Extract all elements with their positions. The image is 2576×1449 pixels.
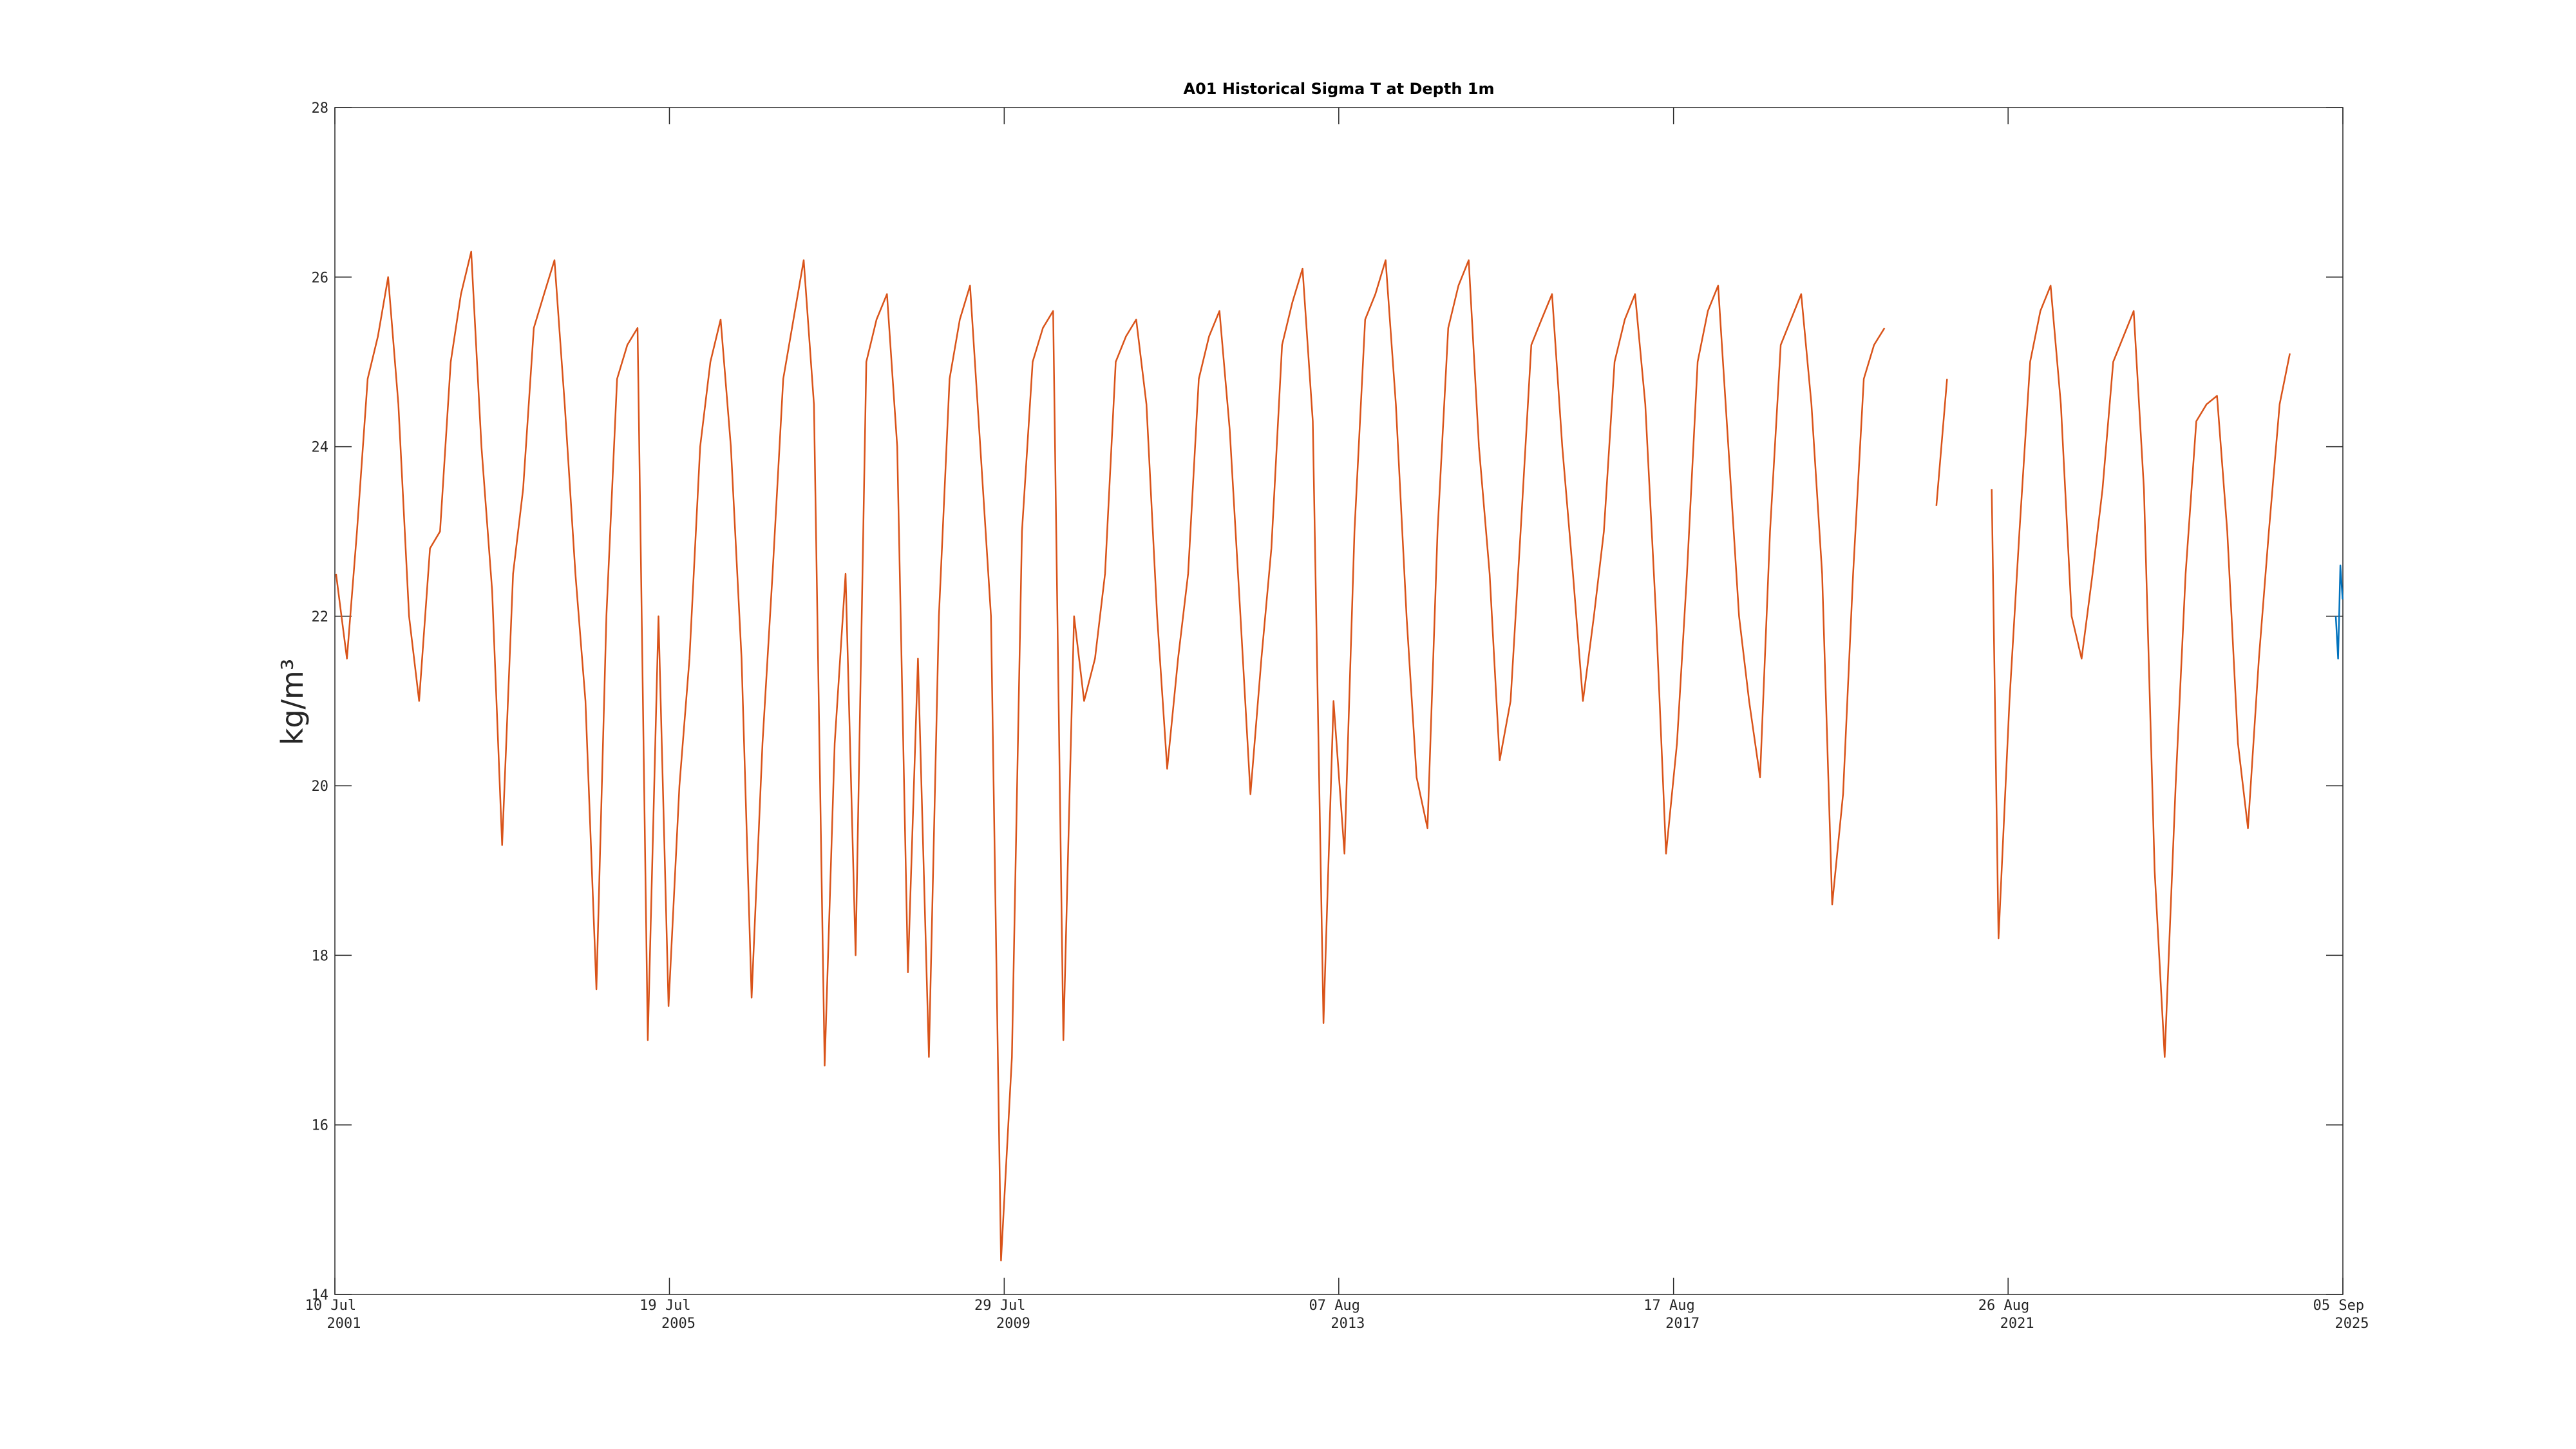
y-tick-label: 18 [312,948,329,964]
y-tick-label: 22 [312,609,329,625]
x-tick-label-line: 2013 [1331,1316,1365,1332]
x-tick-label: 17 Aug 2017 [1643,1298,1703,1332]
x-tick-label-line: 2025 [2335,1316,2369,1332]
y-axis-label: kg/m³ [275,659,310,746]
x-tick-label: 26 Aug 2021 [1978,1298,2038,1332]
x-tick-label-line: 2009 [996,1316,1030,1332]
y-tick-label: 26 [312,270,329,286]
x-tick-label: 07 Aug 2013 [1309,1298,1368,1332]
x-tick-label: 19 Jul 2005 [639,1298,699,1332]
x-tick-label: 29 Jul 2009 [974,1298,1034,1332]
x-tick-label: 10 Jul 2001 [305,1298,365,1332]
x-tick-label-line: 2017 [1665,1316,1700,1332]
x-tick-label-line: 19 Jul [639,1298,699,1314]
y-tick-label: 28 [312,100,329,117]
x-tick-label-line: 2021 [2000,1316,2034,1332]
y-tick-label: 16 [312,1118,329,1134]
x-tick-label-line: 2005 [661,1316,696,1332]
data-line [335,251,2291,1262]
x-tick-label: 05 Sep 2025 [2313,1298,2373,1332]
y-tick-label: 24 [312,440,329,456]
x-tick-label-line: 07 Aug [1309,1298,1368,1314]
x-tick-label-line: 17 Aug [1643,1298,1703,1314]
x-tick-label-line: 26 Aug [1978,1298,2038,1314]
x-tick-label-line: 05 Sep [2313,1298,2373,1314]
x-tick-label-line: 10 Jul [305,1298,365,1314]
chart-title: A01 Historical Sigma T at Depth 1m [1184,80,1495,98]
x-tick-label-line: 2001 [327,1316,361,1332]
y-tick-label: 14 [312,1287,329,1303]
data-line [2334,564,2344,659]
y-tick-label: 20 [312,779,329,795]
x-tick-label-line: 29 Jul [974,1298,1034,1314]
